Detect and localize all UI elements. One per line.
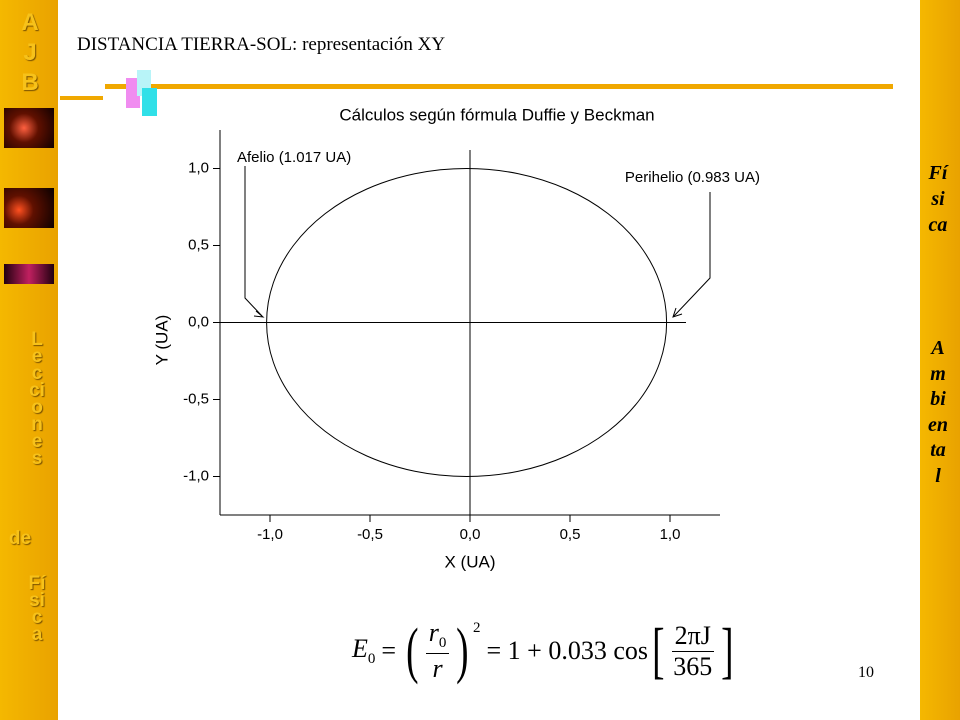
decoration [126, 78, 140, 108]
formula-text: r [428, 618, 439, 648]
arrow [244, 166, 263, 317]
caption: Ambiental [928, 337, 948, 487]
y-tick-label: -0,5 [183, 390, 209, 407]
caption: de [8, 528, 32, 549]
right-sidebar [920, 0, 960, 720]
formula-text: r [432, 653, 443, 683]
logo: AJB [21, 9, 39, 96]
y-tick-label: -1,0 [183, 467, 209, 484]
arrow [673, 192, 711, 317]
y-tick-label: 0,5 [188, 236, 209, 253]
y-tick-label: 1,0 [188, 159, 209, 176]
formula-text: = 1 + 0.033 cos [486, 636, 648, 665]
formula-text: E [352, 633, 368, 663]
formula-text: E0 [352, 634, 375, 668]
arrowhead [253, 310, 265, 318]
caption: Lecciones [29, 329, 45, 469]
x-tick-label: -1,0 [257, 526, 283, 543]
slide-title: DISTANCIA TIERRA-SOL: representación XY [77, 34, 446, 55]
rule [60, 96, 103, 100]
x-axis-label: X (UA) [445, 552, 496, 571]
annotation: Afelio (1.017 UA) [237, 149, 351, 166]
caption: Física [28, 573, 46, 645]
image [4, 264, 54, 284]
image [4, 188, 54, 228]
y-axis-label: Y (UA) [152, 315, 171, 366]
chart-title: Cálculos según fórmula Duffie y Beckman [339, 105, 654, 124]
caption: Física [928, 162, 948, 236]
x-tick-label: -0,5 [357, 526, 383, 543]
x-tick-label: 0,0 [460, 526, 481, 543]
image [4, 108, 54, 148]
arrowhead [672, 307, 683, 318]
page-number: 10 [858, 664, 874, 681]
decoration [142, 88, 157, 116]
x-tick-label: 1,0 [660, 526, 681, 543]
orbit-line [266, 167, 668, 478]
formula-text: 2πJ [671, 621, 714, 652]
x-tick-label: 0,5 [560, 526, 581, 543]
formula-text: 365 [673, 651, 713, 681]
formula-text: 0 [367, 651, 376, 668]
rule [105, 84, 893, 89]
formula: E0 = ( r0 r ) 2 = 1 + 0.033 cos [ 2πJ 365 … [352, 617, 734, 685]
annotation: Perihelio (0.983 UA) [625, 169, 760, 186]
formula-text: 0 [438, 635, 447, 652]
formula-text: 2 [473, 620, 481, 636]
y-tick-label: 0,0 [188, 313, 209, 330]
